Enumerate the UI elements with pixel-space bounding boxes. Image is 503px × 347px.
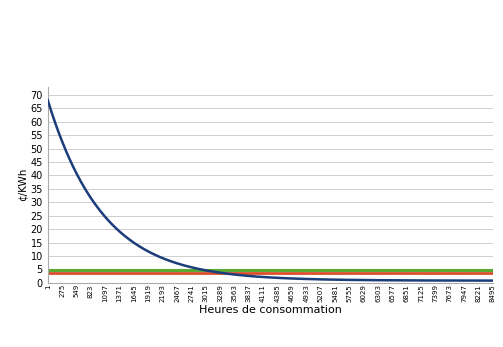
Text: YDRO-QÜBEC/ZÔNE M,  NYISO: YDRO-QÜBEC/ZÔNE M, NYISO bbox=[13, 56, 199, 68]
Text: RIX HORAIRE NET  (DAM LBMP),  EN  kWH,: RIX HORAIRE NET (DAM LBMP), EN kWH, bbox=[13, 17, 277, 27]
Text: H: H bbox=[13, 56, 25, 71]
Y-axis label: ¢/KWh: ¢/KWh bbox=[18, 168, 28, 202]
X-axis label: Heures de consommation: Heures de consommation bbox=[199, 305, 342, 315]
Text: P: P bbox=[13, 17, 23, 32]
